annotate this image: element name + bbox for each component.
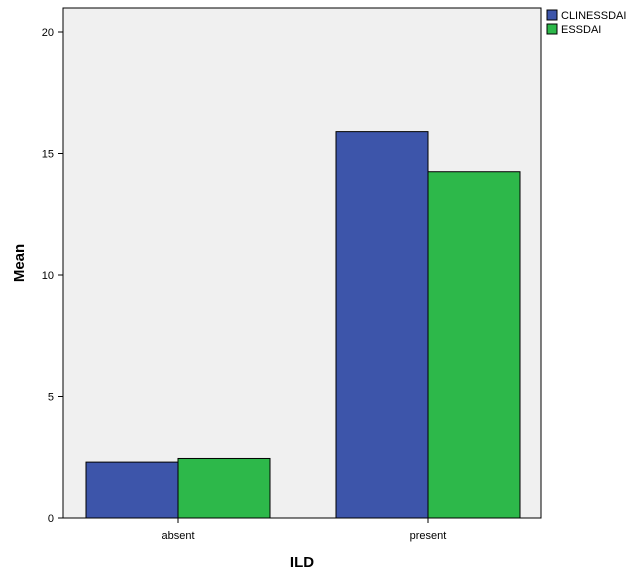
bar-clinessdai-absent [85,461,179,519]
bar-essdai-present [427,171,521,519]
legend: CLINESSDAI ESSDAI [546,9,626,36]
y-tick-label: 10 [42,270,54,282]
legend-swatch [546,23,558,35]
bar-essdai-absent [177,457,271,519]
x-axis-title: ILD [290,554,314,571]
y-axis-title: Mean [11,244,28,282]
legend-swatch [546,9,558,21]
x-tick-label: present [410,530,447,542]
y-tick-label: 15 [42,149,54,161]
y-tick-label: 20 [42,27,54,39]
y-tick-label: 5 [48,392,54,404]
legend-label: CLINESSDAI [561,10,626,22]
bar-clinessdai-present [335,131,429,519]
x-axis-ticks: absent present [161,518,446,542]
y-axis-ticks: 0 5 10 15 20 [42,27,63,525]
legend-label: ESSDAI [561,24,601,36]
x-tick-label: absent [161,530,194,542]
bars [85,131,521,519]
y-tick-label: 0 [48,513,54,525]
